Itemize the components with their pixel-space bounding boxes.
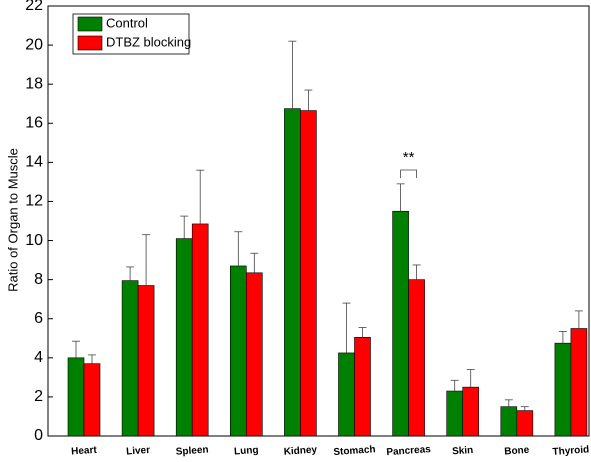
- y-axis-label: Ratio of Organ to Muscle: [5, 148, 20, 292]
- error-bar: [88, 354, 96, 364]
- bar: [408, 279, 425, 437]
- x-tick-label: Kidney: [283, 444, 317, 457]
- error-bar: [574, 310, 583, 329]
- error-bar: [396, 183, 405, 212]
- legend-swatch: [77, 35, 103, 51]
- y-tick-label: 12: [25, 193, 43, 210]
- x-tick-label: Thyroid: [552, 444, 589, 458]
- bar: [392, 210, 409, 437]
- x-tick-label: Lung: [234, 445, 259, 458]
- x-tick-label: Spleen: [175, 445, 208, 458]
- bar: [354, 336, 371, 437]
- bar: [230, 265, 247, 437]
- error-bar: [288, 40, 297, 109]
- y-tick-label: 6: [34, 310, 43, 327]
- x-tick-label: Heart: [71, 445, 98, 458]
- legend-label: DTBZ blocking: [106, 34, 191, 49]
- y-tick-label: 16: [25, 114, 43, 131]
- error-bar: [250, 252, 259, 273]
- bar: [284, 108, 301, 437]
- y-tick-label: 14: [25, 154, 43, 171]
- error-bar: [196, 169, 205, 224]
- bar: [67, 357, 85, 437]
- error-bar: [234, 231, 243, 266]
- annotation: **: [403, 149, 415, 166]
- x-tick-label: Pancreas: [386, 444, 432, 458]
- error-bar: [412, 264, 421, 280]
- bar: [83, 363, 101, 437]
- error-bar: [126, 266, 135, 281]
- error-bar: [358, 327, 367, 338]
- plot-frame: [47, 5, 590, 437]
- error-bar: [466, 369, 475, 388]
- bar: [516, 410, 534, 437]
- bar: [121, 280, 139, 437]
- error-bar: [504, 399, 513, 407]
- error-bar: [342, 302, 351, 353]
- error-bar: [72, 340, 80, 358]
- bar: [462, 386, 480, 437]
- y-tick-label: 2: [34, 388, 43, 405]
- bar: [338, 352, 355, 437]
- error-bar: [520, 406, 529, 411]
- y-tick-label: 20: [25, 36, 43, 53]
- bar: [300, 110, 317, 437]
- error-bar: [142, 234, 151, 286]
- error-bar: [180, 215, 189, 239]
- bar: [554, 342, 572, 437]
- error-bar: [304, 89, 313, 111]
- error-bar: [450, 379, 459, 392]
- legend-label: Control: [106, 15, 148, 30]
- y-tick-label: 18: [25, 75, 43, 92]
- bar: [246, 272, 263, 437]
- y-tick-label: 22: [25, 0, 43, 14]
- legend-swatch: [77, 16, 103, 32]
- bar: [500, 406, 518, 437]
- y-tick-label: 0: [34, 427, 43, 444]
- bar: [570, 328, 588, 437]
- x-tick-label: Skin: [452, 445, 474, 457]
- y-tick-label: 10: [25, 232, 43, 249]
- bar: [175, 238, 193, 437]
- bar: [191, 223, 209, 437]
- error-bar: [558, 331, 567, 344]
- significance-bracket: [400, 169, 417, 178]
- y-tick-label: 8: [34, 271, 43, 288]
- x-tick-label: Stomach: [333, 444, 376, 458]
- bar: [446, 390, 464, 437]
- y-tick-label: 4: [34, 349, 43, 366]
- bar: [137, 285, 155, 437]
- x-tick-label: Liver: [126, 445, 151, 458]
- x-tick-label: Bone: [504, 445, 530, 458]
